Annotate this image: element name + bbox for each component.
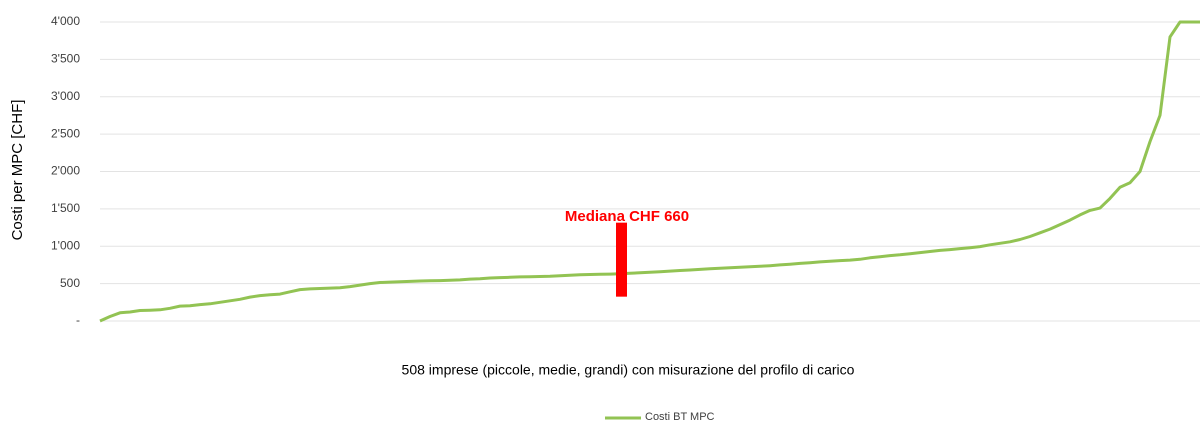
y-tick-label: 1'500 [51, 201, 80, 215]
y-tick-label: 3'500 [51, 52, 80, 66]
y-tick-label: 2'500 [51, 126, 80, 140]
y-tick-label: - [76, 313, 80, 327]
median-label: Mediana CHF 660 [565, 208, 689, 225]
data-line [99, 20, 1200, 323]
median-marker [616, 222, 627, 297]
y-tick-label: 3'000 [51, 89, 80, 103]
y-tick-label: 4'000 [51, 14, 80, 28]
y-tick-label: 1'000 [51, 238, 80, 252]
y-tick-label: 500 [60, 276, 80, 290]
legend-label: Costi BT MPC [645, 411, 715, 421]
y-axis-label: Costi per MPC [CHF] [9, 100, 26, 241]
y-tick-label: 2'000 [51, 164, 80, 178]
x-axis-label: 508 imprese (piccole, medie, grandi) con… [402, 362, 855, 378]
